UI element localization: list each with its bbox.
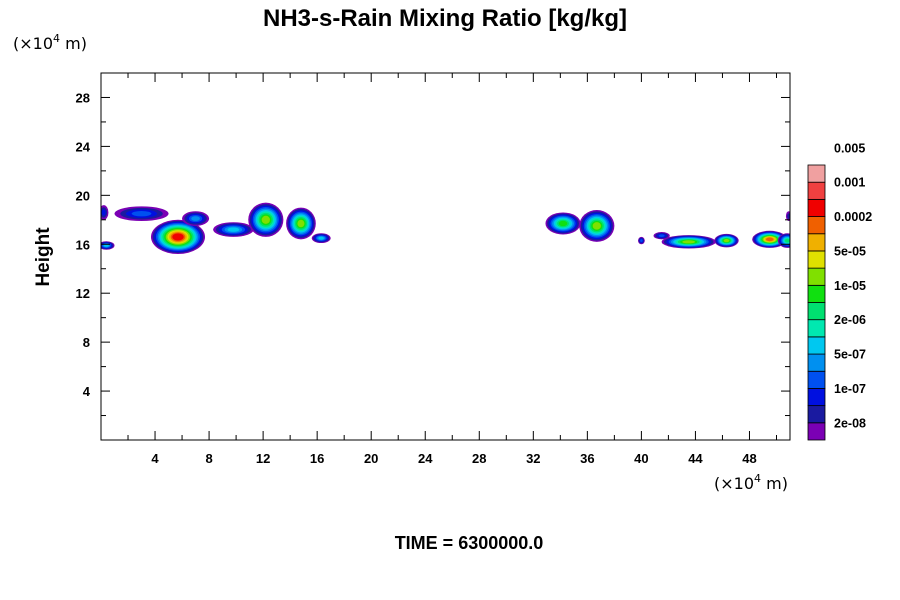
colorbar-swatch <box>807 250 826 269</box>
cloud-cell-18 <box>785 211 790 222</box>
x-tick-label: 16 <box>310 451 324 466</box>
colorbar-swatch <box>807 422 826 441</box>
colorbar-swatch <box>807 302 826 321</box>
cloud-cell-6 <box>213 222 254 237</box>
cloud-cell-13 <box>653 232 670 240</box>
x-tick-label: 12 <box>256 451 270 466</box>
y-tick-label: 20 <box>76 188 90 203</box>
y-tick-label: 16 <box>76 237 90 252</box>
colorbar-label: 0.0002 <box>834 210 872 224</box>
colorbar-label: 5e-05 <box>834 244 866 258</box>
x-tick-label: 4 <box>151 451 159 466</box>
plot-frame <box>100 72 791 441</box>
x-tick-label: 32 <box>526 451 540 466</box>
colorbar-label: 0.001 <box>834 176 865 190</box>
cloud-cell-7 <box>248 202 284 237</box>
y-tick-label: 28 <box>76 90 90 105</box>
colorbar-swatch <box>807 336 826 355</box>
cloud-cell-10 <box>545 212 581 235</box>
chart-title: NH3-s-Rain Mixing Ratio [kg/kg] <box>263 5 627 32</box>
x-tick-label: 44 <box>688 451 703 466</box>
colorbar-swatch <box>807 388 826 407</box>
cloud-cell-12 <box>638 236 645 245</box>
cloud-cell-3 <box>114 206 169 222</box>
y-tick-label: 8 <box>83 335 90 350</box>
cloud-cell-17 <box>777 233 790 248</box>
y-tick-label: 4 <box>83 384 91 399</box>
colorbar: 2e-08 1e-07 5e-07 2e-06 1e-05 5e-05 0.0002 0.00… <box>807 141 872 441</box>
cloud-cell-8 <box>286 207 316 240</box>
x-tick-label: 40 <box>634 451 648 466</box>
y-tick-label: 24 <box>76 139 91 154</box>
colorbar-swatch <box>807 198 826 217</box>
x-tick-label: 8 <box>205 451 212 466</box>
colorbar-swatch <box>807 284 826 303</box>
cloud-cell-11 <box>579 210 615 242</box>
cloud-cell-9 <box>311 233 331 244</box>
colorbar-label: 2e-08 <box>834 416 866 430</box>
colorbar-label: 0.005 <box>834 141 865 155</box>
y-axis-label: Height <box>33 227 54 287</box>
colorbar-swatch <box>807 370 826 389</box>
colorbar-label: 5e-07 <box>834 348 866 362</box>
colorbar-swatch <box>807 353 826 372</box>
colorbar-swatch <box>807 164 826 183</box>
heatmap-field <box>101 202 790 255</box>
time-label: TIME = 6300000.0 <box>395 533 544 553</box>
y-tick-label: 12 <box>76 286 90 301</box>
cloud-cell-14 <box>661 235 716 249</box>
colorbar-label: 1e-07 <box>834 382 866 396</box>
cloud-cell-4 <box>150 219 206 255</box>
x-tick-label: 28 <box>472 451 486 466</box>
x-tick-label: 20 <box>364 451 378 466</box>
colorbar-swatch <box>807 319 826 338</box>
x-axis-unit: (×104 m) <box>714 472 788 493</box>
cloud-cell-15 <box>714 233 739 248</box>
cloud-cell-1 <box>101 205 109 220</box>
cloud-cell-16 <box>752 230 788 248</box>
colorbar-swatch <box>807 267 826 286</box>
x-tick-label: 36 <box>580 451 594 466</box>
x-tick-label: 24 <box>418 451 433 466</box>
colorbar-swatch <box>807 216 826 235</box>
cloud-cell-5 <box>182 211 210 226</box>
colorbar-label: 1e-05 <box>834 279 866 293</box>
y-axis-unit: (×104 m) <box>13 32 87 53</box>
colorbar-label: 2e-06 <box>834 313 866 327</box>
colorbar-swatch <box>807 233 826 252</box>
x-tick-label: 48 <box>742 451 756 466</box>
colorbar-swatch <box>807 181 826 200</box>
colorbar-swatch <box>807 405 826 424</box>
cloud-cell-2 <box>101 241 115 250</box>
